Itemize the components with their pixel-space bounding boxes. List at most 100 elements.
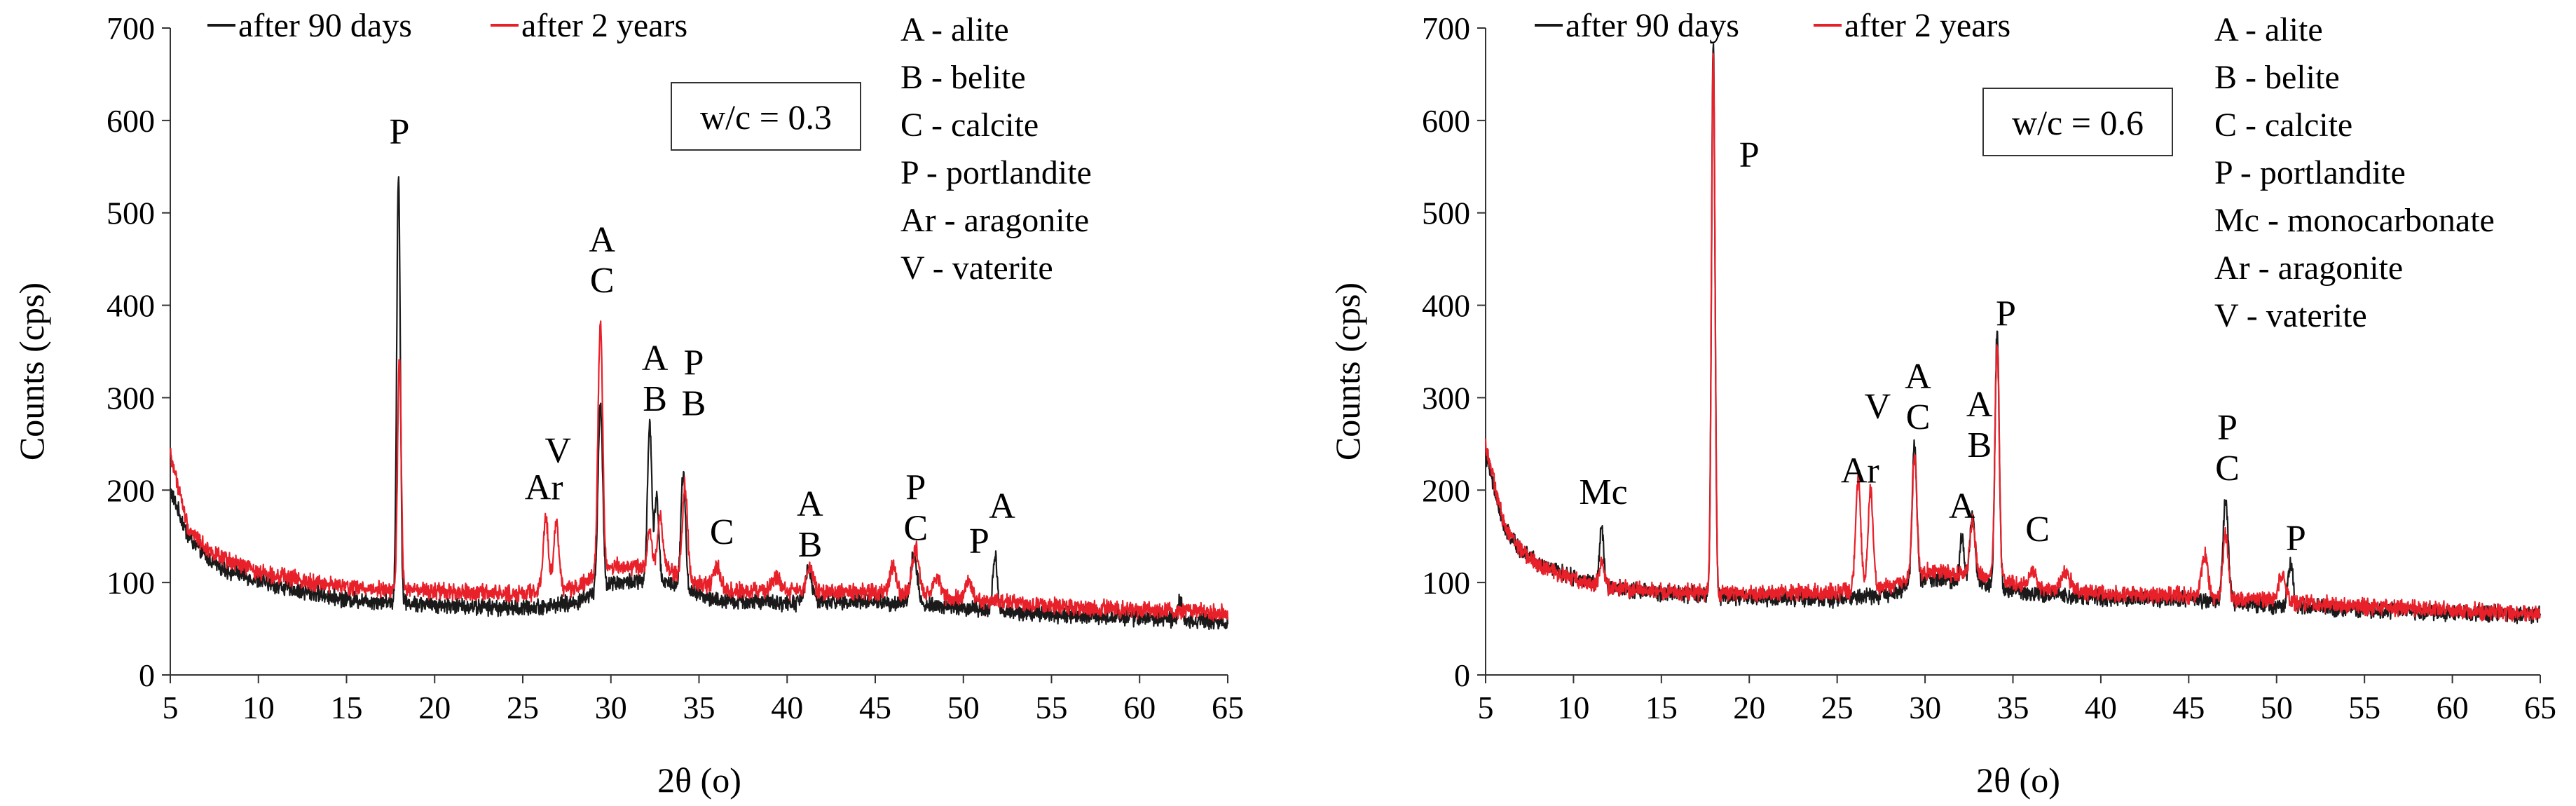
peak-label: C <box>2215 449 2240 489</box>
y-tick-label: 400 <box>107 288 155 324</box>
key-line-belite: B - belite <box>900 59 1026 96</box>
y-tick-label: 700 <box>1422 11 1470 46</box>
legend-label-90d: after 90 days <box>1566 7 1739 44</box>
peak-label: B <box>798 525 823 565</box>
x-tick-label: 60 <box>1123 690 1156 725</box>
x-tick-label: 50 <box>2261 690 2293 725</box>
y-tick-label: 0 <box>1454 657 1470 693</box>
peak-label: P <box>1996 294 2016 334</box>
x-tick-label: 50 <box>947 690 980 725</box>
peak-label: B <box>682 383 706 423</box>
y-tick-label: 500 <box>107 196 155 231</box>
x-tick-label: 25 <box>507 690 539 725</box>
wc-box-label: w/c = 0.3 <box>700 97 832 137</box>
peak-label: A <box>797 484 823 524</box>
peak-label: C <box>2025 510 2050 549</box>
key-line-calcite: C - calcite <box>2214 107 2352 144</box>
x-tick-label: 5 <box>163 690 179 725</box>
legend-label-2y: after 2 years <box>521 7 687 44</box>
peak-label: A <box>989 486 1015 526</box>
key-line-alite: A - alite <box>2214 11 2323 48</box>
y-tick-label: 600 <box>1422 103 1470 139</box>
peak-label: A <box>1966 385 1993 425</box>
x-tick-label: 30 <box>1909 690 1941 725</box>
phase-key: A - alite B - belite C - calcite P - por… <box>2214 11 2495 334</box>
peak-label: C <box>1906 397 1931 437</box>
key-line-monocarbonate: Mc - monocarbonate <box>2214 202 2495 239</box>
peak-label: P <box>969 521 989 561</box>
x-tick-label: 60 <box>2437 690 2469 725</box>
series-line-after-2-years <box>1484 53 2541 622</box>
x-tick-label: 20 <box>418 690 451 725</box>
x-tick-label: 5 <box>1478 690 1494 725</box>
x-tick-label: 65 <box>2524 690 2556 725</box>
x-tick-label: 45 <box>859 690 891 725</box>
legend-label-2y: after 2 years <box>1844 7 2010 44</box>
peak-label: P <box>2217 408 2238 448</box>
x-tick-label: 35 <box>1997 690 2029 725</box>
peak-label: Ar <box>525 467 563 507</box>
x-tick-label: 20 <box>1733 690 1765 725</box>
key-line-portlandite: P - portlandite <box>900 154 1092 191</box>
x-tick-label: 10 <box>242 690 275 725</box>
peak-label: C <box>710 512 734 552</box>
peak-label: P <box>1739 135 1760 175</box>
peak-label: V <box>1865 386 1891 426</box>
x-tick-label: 45 <box>2172 690 2205 725</box>
peak-label: A <box>1949 486 1975 526</box>
peak-label: A <box>642 339 669 378</box>
key-line-alite: A - alite <box>900 11 1009 48</box>
peak-label: A <box>1905 357 1931 397</box>
peak-label: C <box>904 508 929 548</box>
chart-panel-wc06: 0 100 200 300 400 500 600 700 5 10 15 20 25 30 35 40 45 5… <box>1328 7 2556 800</box>
peak-label: V <box>545 431 572 471</box>
wc-box-frame <box>1982 88 2173 156</box>
x-tick-label: 40 <box>2085 690 2117 725</box>
y-tick-label: 100 <box>107 565 155 601</box>
x-axis-title: 2θ (o) <box>657 760 741 800</box>
key-line-portlandite: P - portlandite <box>2214 154 2406 191</box>
axes-wc03: 0 100 200 300 400 500 600 700 5 10 15 20 25 30 35 40 45 5… <box>107 11 1244 725</box>
y-tick-label: 200 <box>107 472 155 508</box>
y-tick-label: 600 <box>107 103 155 139</box>
wc-box-frame <box>671 82 861 151</box>
series-line-after-2-years <box>169 320 1229 622</box>
y-axis-title: Counts (cps) <box>12 282 51 460</box>
key-line-belite: B - belite <box>2214 59 2340 96</box>
peak-label: P <box>2286 519 2306 559</box>
peak-label: P <box>683 343 704 383</box>
axes-wc06: 0 100 200 300 400 500 600 700 5 10 15 20 25 30 35 40 45 5… <box>1422 11 2556 725</box>
peak-label: P <box>905 467 926 507</box>
peak-label: C <box>590 261 615 301</box>
x-tick-label: 55 <box>1036 690 1068 725</box>
x-tick-label: 35 <box>683 690 715 725</box>
key-line-calcite: C - calcite <box>900 107 1039 144</box>
key-line-aragonite: Ar - aragonite <box>900 202 1089 239</box>
y-tick-label: 100 <box>1422 565 1470 601</box>
x-tick-label: 55 <box>2348 690 2380 725</box>
peak-label: Mc <box>1579 472 1627 512</box>
peak-label: A <box>589 220 615 260</box>
peak-label: B <box>643 379 667 419</box>
key-line-aragonite: Ar - aragonite <box>2214 250 2403 287</box>
series-wc03 <box>169 176 1229 631</box>
key-line-vaterite: V - vaterite <box>2214 297 2367 334</box>
x-tick-label: 40 <box>771 690 803 725</box>
x-tick-label: 10 <box>1557 690 1589 725</box>
x-axis-title: 2θ (o) <box>1976 760 2060 800</box>
wc-box-label: w/c = 0.6 <box>2012 103 2144 142</box>
legend-label-90d: after 90 days <box>238 7 412 44</box>
chart-panel-wc03: 0 100 200 300 400 500 600 700 5 10 15 20 25 30 35 40 45 5… <box>12 7 1244 800</box>
series-wc06 <box>1484 43 2542 624</box>
phase-key: A - alite B - belite C - calcite P - por… <box>900 11 1092 287</box>
wc-box: w/c = 0.6 <box>1982 88 2173 156</box>
y-tick-label: 200 <box>1422 472 1470 508</box>
x-tick-label: 15 <box>1645 690 1678 725</box>
y-axis-title: Counts (cps) <box>1328 282 1367 460</box>
x-tick-label: 15 <box>331 690 363 725</box>
y-tick-label: 500 <box>1422 196 1470 231</box>
y-tick-label: 300 <box>1422 380 1470 416</box>
